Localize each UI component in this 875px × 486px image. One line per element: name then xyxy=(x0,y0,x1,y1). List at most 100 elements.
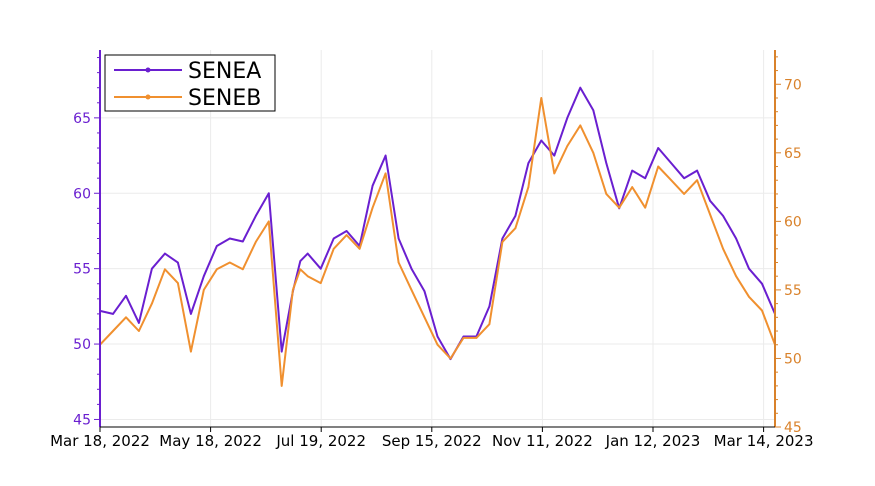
data-point-seneb xyxy=(436,343,439,346)
data-point-seneb xyxy=(306,275,309,278)
data-point-senea xyxy=(670,162,672,164)
data-point-senea xyxy=(527,162,530,164)
data-point-seneb xyxy=(384,172,387,175)
data-point-seneb xyxy=(242,268,244,271)
data-point-seneb xyxy=(229,261,231,264)
x-tick-label: May 18, 2022 xyxy=(159,432,262,450)
data-point-seneb xyxy=(255,241,257,243)
data-point-seneb xyxy=(345,234,348,236)
y-tick-label-left: 60 xyxy=(73,186,91,202)
data-point-seneb xyxy=(527,186,530,188)
x-tick-label: Mar 18, 2022 xyxy=(50,432,150,450)
data-point-seneb xyxy=(112,330,114,332)
data-point-senea xyxy=(657,147,659,149)
data-point-senea xyxy=(280,350,283,353)
data-point-senea xyxy=(319,267,322,270)
legend-marker-seneb xyxy=(145,94,151,100)
data-point-seneb xyxy=(566,145,569,147)
y-tick-label-right: 65 xyxy=(784,146,802,162)
data-point-seneb xyxy=(449,357,452,360)
data-point-senea xyxy=(151,267,153,270)
data-point-seneb xyxy=(190,350,192,353)
data-point-senea xyxy=(125,295,127,297)
legend-label-seneb: SENEB xyxy=(188,86,261,111)
data-point-seneb xyxy=(332,248,335,250)
data-point-seneb xyxy=(540,97,543,99)
data-point-seneb xyxy=(579,124,582,127)
legend: SENEA SENEB xyxy=(104,54,276,112)
data-point-seneb xyxy=(151,302,153,305)
data-point-seneb xyxy=(203,289,205,291)
data-point-senea xyxy=(761,282,763,285)
x-tick-label: Mar 14, 2023 xyxy=(714,432,814,450)
data-point-senea xyxy=(268,192,270,195)
data-point-senea xyxy=(138,322,140,324)
data-point-senea xyxy=(112,313,114,315)
data-point-senea xyxy=(514,215,517,217)
data-point-seneb xyxy=(280,385,283,387)
data-point-seneb xyxy=(358,248,361,250)
data-point-seneb xyxy=(488,323,491,326)
data-point-seneb xyxy=(748,296,750,298)
y-tick-label-right: 60 xyxy=(784,214,802,230)
data-point-senea xyxy=(488,305,491,308)
y-tick-label-right: 55 xyxy=(784,283,802,299)
data-point-seneb xyxy=(696,179,698,181)
x-tick-label: Jan 12, 2023 xyxy=(605,432,701,450)
data-point-seneb xyxy=(735,275,737,278)
data-point-seneb xyxy=(268,220,270,223)
data-point-senea xyxy=(306,252,309,255)
data-point-senea xyxy=(748,267,750,270)
y-tick-label-left: 65 xyxy=(73,111,91,127)
data-point-seneb xyxy=(683,193,685,195)
data-point-seneb xyxy=(722,248,724,250)
data-point-seneb xyxy=(423,316,426,319)
data-point-seneb xyxy=(553,172,556,175)
x-tick-label: Nov 11, 2022 xyxy=(492,432,593,450)
data-point-senea xyxy=(242,240,244,243)
data-point-seneb xyxy=(125,316,127,319)
data-point-senea xyxy=(203,275,205,278)
data-point-senea xyxy=(423,290,426,293)
data-point-seneb xyxy=(462,337,465,339)
data-point-seneb xyxy=(631,186,633,188)
data-point-senea xyxy=(709,200,711,202)
data-point-seneb xyxy=(670,179,672,181)
data-point-seneb xyxy=(216,268,218,271)
y-tick-label-right: 70 xyxy=(784,77,802,93)
data-point-seneb xyxy=(292,289,294,291)
data-point-seneb xyxy=(644,206,646,209)
y-tick-label-left: 55 xyxy=(73,262,91,278)
data-point-senea xyxy=(397,237,400,240)
axes-layer: 45 50 55 60 65 45 50 55 60 65 70 Mar 18, 2022 May 18… xyxy=(50,50,814,450)
data-point-senea xyxy=(177,261,179,264)
data-point-senea xyxy=(579,86,582,89)
data-point-senea xyxy=(255,215,257,217)
data-point-senea xyxy=(592,109,595,112)
data-point-senea xyxy=(566,117,569,119)
series-line-senea xyxy=(99,86,776,361)
legend-label-senea: SENEA xyxy=(188,59,261,84)
data-point-seneb xyxy=(371,206,374,209)
data-point-seneb xyxy=(397,261,400,264)
data-point-seneb xyxy=(761,309,763,312)
data-point-seneb xyxy=(605,193,608,195)
x-tick-label: Jul 19, 2022 xyxy=(275,432,366,450)
data-point-seneb xyxy=(138,330,140,332)
data-point-senea xyxy=(299,260,302,262)
data-point-seneb xyxy=(319,282,322,284)
data-point-seneb xyxy=(514,227,517,229)
series-layer xyxy=(99,86,776,387)
data-point-senea xyxy=(216,245,218,247)
data-point-senea xyxy=(190,313,192,315)
data-point-seneb xyxy=(709,213,711,216)
data-point-senea xyxy=(229,237,231,240)
data-point-senea xyxy=(644,177,646,179)
data-point-senea xyxy=(683,177,685,179)
data-point-senea xyxy=(332,237,335,240)
y-tick-label-right: 45 xyxy=(784,420,802,436)
data-point-senea xyxy=(605,162,608,164)
data-point-seneb xyxy=(618,206,620,209)
data-point-senea xyxy=(164,252,166,255)
